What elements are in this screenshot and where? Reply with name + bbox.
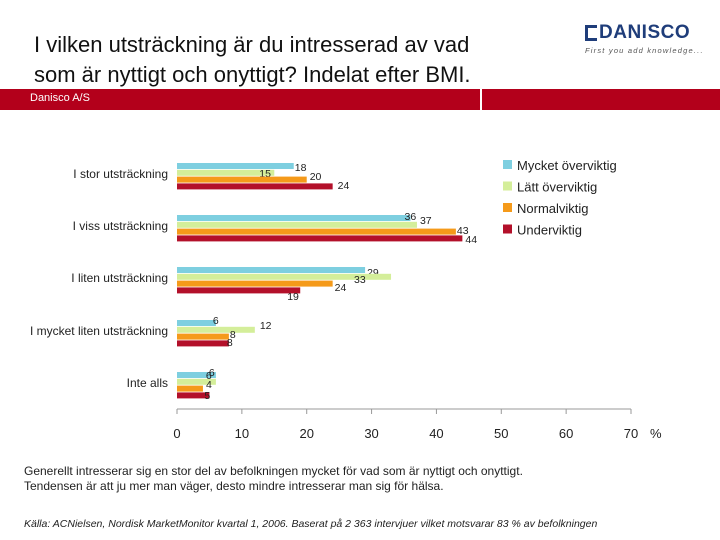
- note-line-1: Generellt intresserar sig en stor del av…: [24, 464, 523, 478]
- data-label: 24: [338, 180, 350, 192]
- category-label: I mycket liten utsträckning: [30, 324, 168, 338]
- header-bar-separator: [480, 89, 482, 110]
- x-tick-label: 10: [235, 426, 249, 441]
- bar: [177, 221, 417, 228]
- chart-note: Generellt intresserar sig en stor del av…: [24, 464, 704, 494]
- legend-swatch: [503, 224, 512, 234]
- logo-tagline: First you add knowledge...: [585, 46, 704, 55]
- legend-label: Lätt överviktig: [517, 180, 597, 195]
- data-label: 15: [259, 168, 271, 180]
- x-tick-label: 0: [173, 426, 180, 441]
- bar: [177, 228, 456, 235]
- x-unit-label: %: [650, 426, 662, 441]
- bar: [177, 333, 229, 340]
- bar: [177, 176, 307, 183]
- bar: [177, 267, 366, 273]
- bar: [177, 183, 333, 190]
- data-label: 44: [465, 234, 477, 246]
- bar: [177, 280, 333, 287]
- company-name: Danisco A/S: [30, 92, 90, 104]
- data-label: 5: [204, 390, 210, 402]
- header-bar: Danisco A/S: [0, 89, 720, 110]
- legend-label: Normalviktig: [517, 201, 589, 216]
- x-tick-label: 40: [429, 426, 443, 441]
- x-tick-label: 70: [624, 426, 638, 441]
- data-label: 43: [457, 225, 469, 237]
- data-label: 33: [354, 274, 366, 286]
- bar: [177, 326, 255, 333]
- data-label: 20: [310, 171, 322, 183]
- bar: [177, 320, 216, 326]
- data-label: 29: [367, 267, 379, 279]
- danisco-logo: DANISCO First you add knowledge...: [585, 22, 705, 55]
- category-label: Inte alls: [127, 376, 168, 390]
- data-label: 24: [335, 282, 347, 294]
- note-line-2: Tendensen är att ju mer man väger, desto…: [24, 479, 444, 493]
- bar: [177, 169, 275, 176]
- title-line-2: som är nyttigt och onyttigt? Indelat eft…: [34, 62, 471, 87]
- data-label: 4: [206, 379, 212, 391]
- source-citation: Källa: ACNielsen, Nordisk MarketMonitor …: [24, 518, 598, 530]
- bar: [177, 273, 392, 280]
- bar: [177, 163, 294, 169]
- data-label: 8: [227, 337, 233, 349]
- data-label: 6: [206, 370, 212, 382]
- x-tick-label: 30: [364, 426, 378, 441]
- data-label: 6: [213, 315, 219, 327]
- title-line-1: I vilken utsträckning är du intresserad …: [34, 32, 470, 57]
- bar: [177, 385, 203, 392]
- legend-swatch: [503, 203, 512, 212]
- bar: [177, 215, 411, 221]
- bmi-bar-chart: 0 10 20 30 40 50 60 70 % I stor utsträckning I vis…: [30, 158, 662, 441]
- legend-swatch: [503, 160, 512, 169]
- data-label: 36: [404, 211, 416, 223]
- x-tick-label: 50: [494, 426, 508, 441]
- data-label: 6: [209, 367, 215, 379]
- data-label: 37: [420, 215, 432, 227]
- logo-text: DANISCO: [599, 22, 691, 43]
- bar: [177, 287, 301, 294]
- legend-swatch: [503, 181, 512, 191]
- legend-label: Mycket överviktig: [517, 158, 617, 173]
- data-label: 18: [295, 162, 307, 174]
- category-label: I viss utsträckning: [73, 219, 168, 233]
- x-tick-label: 20: [299, 426, 313, 441]
- category-label: I liten utsträckning: [71, 271, 168, 285]
- page-title: I vilken utsträckning är du intresserad …: [34, 30, 554, 90]
- data-label: 12: [260, 320, 272, 332]
- bar: [177, 235, 463, 242]
- data-label: 19: [287, 291, 299, 303]
- x-tick-label: 60: [559, 426, 573, 441]
- bar: [177, 378, 216, 385]
- logo-mark-icon: [585, 25, 597, 41]
- bar: [177, 340, 229, 347]
- data-label: 8: [230, 329, 236, 341]
- bar: [177, 372, 216, 378]
- bar: [177, 392, 210, 399]
- legend-label: Underviktig: [517, 223, 582, 238]
- category-label: I stor utsträckning: [73, 167, 168, 181]
